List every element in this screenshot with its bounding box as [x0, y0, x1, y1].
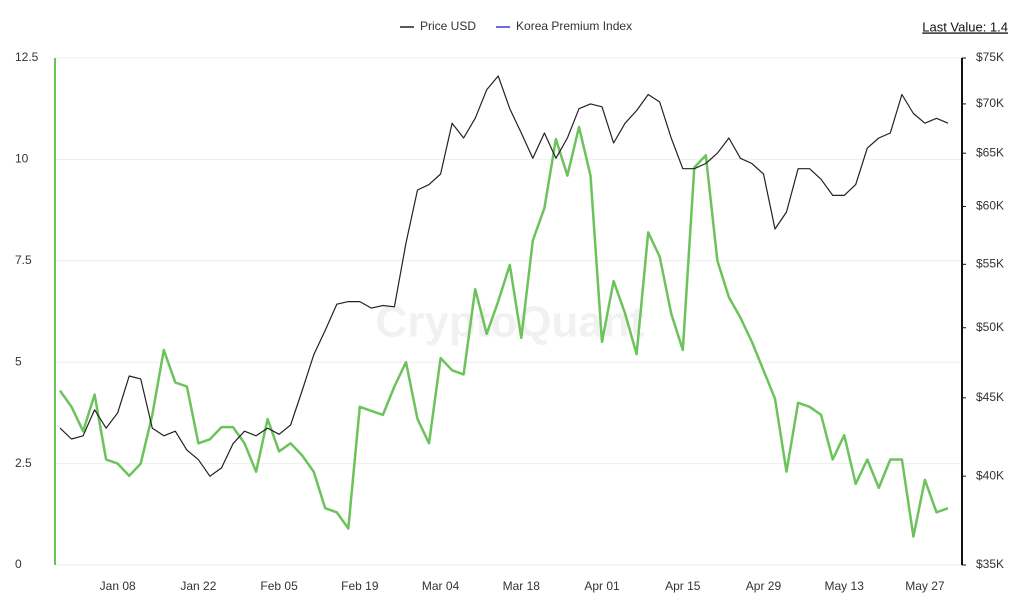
x-tick-label: May 27 — [905, 579, 945, 593]
y2-tick-label: $75K — [976, 50, 1004, 64]
legend-label: Price USD — [420, 19, 476, 33]
y2-tick-label: $40K — [976, 468, 1004, 482]
y2-tick-label: $70K — [976, 96, 1004, 110]
x-tick-label: Jan 08 — [100, 579, 136, 593]
legend-label: Korea Premium Index — [516, 19, 632, 33]
y-tick-label: 0 — [15, 557, 22, 571]
x-tick-label: Jan 22 — [180, 579, 216, 593]
x-tick-label: Feb 05 — [260, 579, 298, 593]
y-tick-label: 10 — [15, 152, 29, 166]
y-tick-label: 2.5 — [15, 456, 32, 470]
y-tick-label: 5 — [15, 354, 22, 368]
y2-tick-label: $55K — [976, 256, 1004, 270]
x-tick-label: May 13 — [825, 579, 865, 593]
series-line — [59, 75, 949, 477]
x-tick-label: Apr 15 — [665, 579, 701, 593]
watermark: CryptoQuant — [376, 298, 645, 347]
y-tick-label: 7.5 — [15, 253, 32, 267]
x-tick-label: Apr 01 — [584, 579, 620, 593]
y2-tick-label: $35K — [976, 557, 1004, 571]
y2-tick-label: $65K — [976, 145, 1004, 159]
x-tick-label: Apr 29 — [746, 579, 782, 593]
last-value: Last Value: 1.4 — [922, 19, 1008, 34]
y2-tick-label: $60K — [976, 199, 1004, 213]
x-tick-label: Mar 18 — [503, 579, 541, 593]
x-tick-label: Mar 04 — [422, 579, 460, 593]
y-tick-label: 12.5 — [15, 50, 39, 64]
series-line — [58, 125, 949, 538]
x-tick-label: Feb 19 — [341, 579, 379, 593]
y2-tick-label: $45K — [976, 390, 1004, 404]
y2-tick-label: $50K — [976, 320, 1004, 334]
